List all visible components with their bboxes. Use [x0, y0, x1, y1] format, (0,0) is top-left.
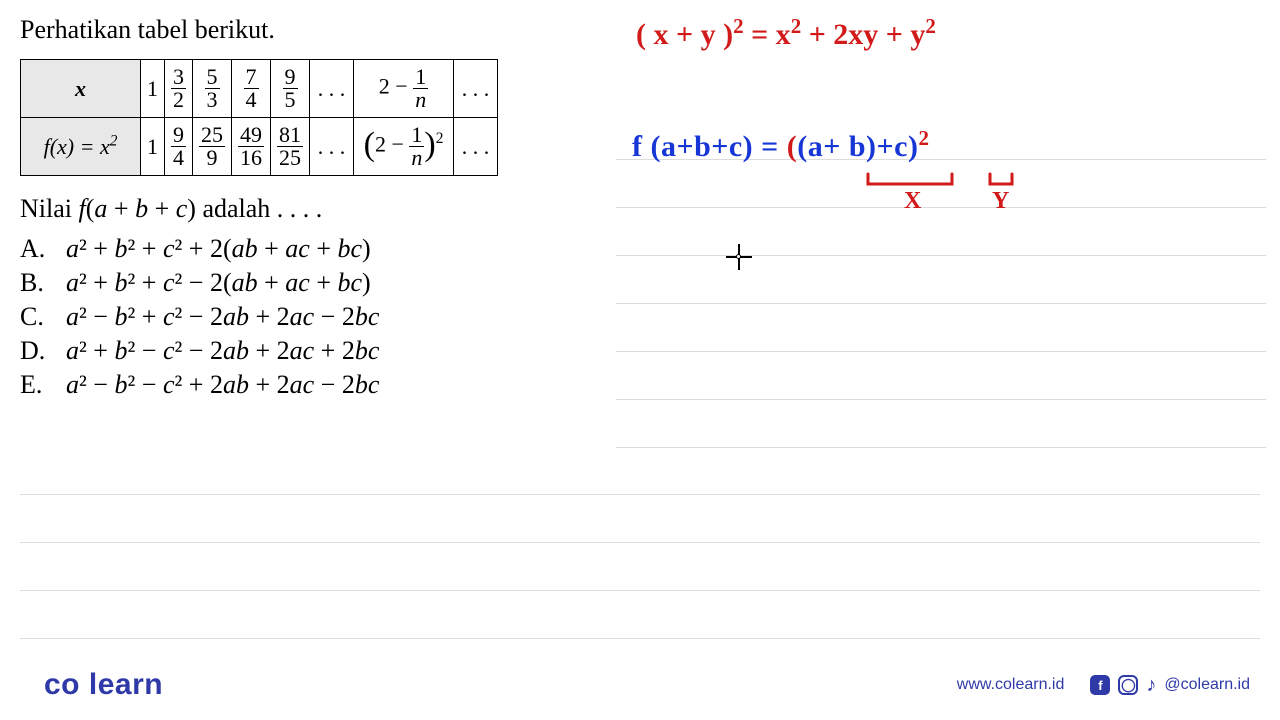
svg-text:X: X [904, 188, 922, 214]
handwriting-formula-1: ( x + y )2 = x2 + 2xy + y2 [636, 18, 936, 52]
table-row-header: f(x) = x2 [21, 118, 141, 176]
handwriting-formula-2: f (a+b+c) = ((a+ b)+c)2 [632, 130, 929, 164]
table-cell: . . . [310, 118, 354, 176]
table-row-header: x [21, 60, 141, 118]
table-cell: 2 − 1n [354, 60, 454, 118]
footer-bar: co learn www.colearn.id f ◯ ♪ @colearn.i… [44, 668, 1250, 702]
rule-line [20, 590, 1260, 591]
options-list: A.a² + b² + c² + 2(ab + ac + bc) B.a² + … [20, 234, 600, 400]
option-a: A.a² + b² + c² + 2(ab + ac + bc) [20, 234, 600, 264]
problem-heading: Perhatikan tabel berikut. [20, 15, 600, 45]
footer-site-link[interactable]: www.colearn.id [957, 676, 1065, 694]
table-cell: 32 [165, 60, 193, 118]
function-table: x 1 32 53 74 95 . . . 2 − 1n . . . f(x) … [20, 59, 498, 176]
table-cell: 4916 [232, 118, 271, 176]
table-cell: 8125 [271, 118, 310, 176]
option-c: C.a² − b² + c² − 2ab + 2ac − 2bc [20, 302, 600, 332]
rule-line [20, 542, 1260, 543]
table-cell: . . . [310, 60, 354, 118]
table-cell: 74 [232, 60, 271, 118]
table-cell: 1 [141, 60, 165, 118]
footer-social: f ◯ ♪ @colearn.id [1090, 674, 1250, 697]
footer-handle[interactable]: @colearn.id [1164, 676, 1250, 694]
table-cell: . . . [454, 60, 498, 118]
handwriting-brackets: X Y [862, 168, 1062, 218]
facebook-icon[interactable]: f [1090, 675, 1110, 695]
table-cell: (2 − 1n)2 [354, 118, 454, 176]
table-cell: 94 [165, 118, 193, 176]
table-cell: 1 [141, 118, 165, 176]
table-cell: . . . [454, 118, 498, 176]
table-cell: 53 [193, 60, 232, 118]
tiktok-icon[interactable]: ♪ [1146, 674, 1156, 697]
table-cell: 95 [271, 60, 310, 118]
rule-line [20, 494, 1260, 495]
question-text: Nilai f(a + b + c) adalah . . . . [20, 194, 600, 224]
instagram-icon[interactable]: ◯ [1118, 675, 1138, 695]
table-cell: 259 [193, 118, 232, 176]
svg-text:Y: Y [992, 188, 1009, 214]
brand-logo: co learn [44, 668, 163, 702]
option-d: D.a² + b² − c² − 2ab + 2ac + 2bc [20, 336, 600, 366]
option-e: E.a² − b² − c² + 2ab + 2ac − 2bc [20, 370, 600, 400]
problem-block: Perhatikan tabel berikut. x 1 32 53 74 9… [20, 15, 600, 404]
option-b: B.a² + b² + c² − 2(ab + ac + bc) [20, 268, 600, 298]
rule-line [20, 638, 1260, 639]
